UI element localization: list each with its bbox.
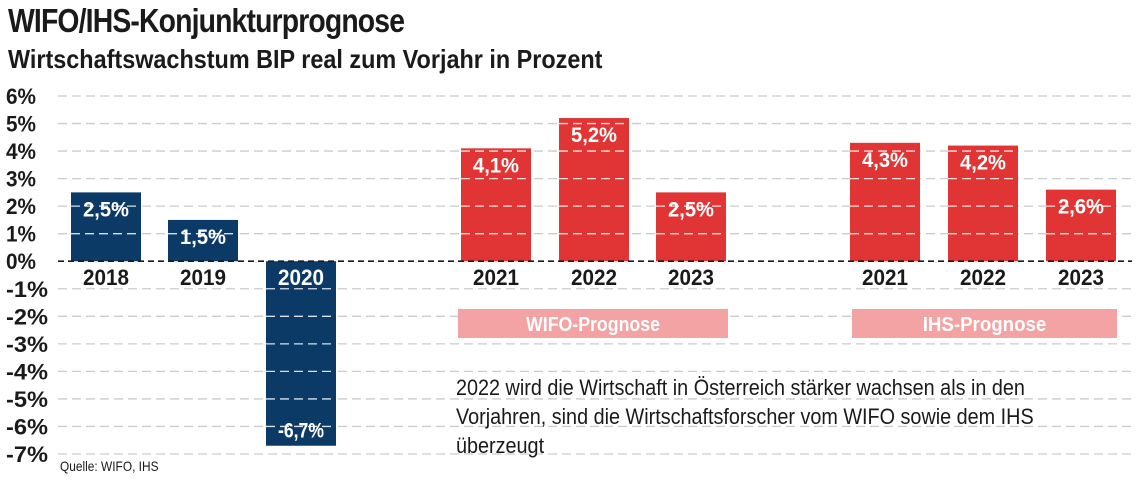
y-tick-label: -6% <box>6 414 48 439</box>
y-tick-label: 1% <box>6 222 36 247</box>
x-tick-label: 2019 <box>180 265 226 290</box>
source-note: Quelle: WIFO, IHS <box>60 458 159 474</box>
x-tick-label: 2020 <box>278 265 324 290</box>
bar <box>461 148 531 262</box>
x-tick-label: 2023 <box>668 265 714 290</box>
data-label: 4,3% <box>862 149 908 172</box>
y-tick-label: 3% <box>6 167 36 192</box>
data-label: -6,7% <box>278 420 324 443</box>
bar <box>850 142 920 262</box>
x-tick-label: 2022 <box>960 265 1006 290</box>
group-label: WIFO-Prognose <box>526 314 660 336</box>
x-tick-label: 2022 <box>571 265 617 290</box>
y-tick-label: 2% <box>6 194 36 219</box>
bar <box>71 192 141 262</box>
bar <box>948 145 1018 262</box>
y-tick-label: -7% <box>6 442 48 467</box>
bar <box>168 219 238 262</box>
x-tick-label: 2021 <box>473 265 519 290</box>
data-label: 4,1% <box>473 154 519 177</box>
y-tick-label: -1% <box>6 277 48 302</box>
data-label: 1,5% <box>180 226 226 249</box>
data-label: 2,6% <box>1058 196 1104 219</box>
bar <box>559 118 629 262</box>
y-tick-label: 4% <box>6 139 36 164</box>
group-label: IHS-Prognose <box>923 314 1047 336</box>
bar <box>266 261 336 446</box>
x-tick-label: 2018 <box>83 265 129 290</box>
x-tick-label: 2021 <box>862 265 908 290</box>
y-tick-label: 5% <box>6 112 36 137</box>
y-tick-label: -5% <box>6 387 48 412</box>
chart-title: WIFO/IHS-Konjunkturprognose <box>8 2 405 39</box>
chart-subtitle: Wirtschaftswachstum BIP real zum Vorjahr… <box>8 44 603 74</box>
chart-annotation: 2022 wird die Wirtschaft in Österreich s… <box>456 375 1034 458</box>
data-label: 2,5% <box>83 198 129 221</box>
bar <box>656 192 726 262</box>
group-label-plate <box>852 309 1117 338</box>
y-tick-label: -4% <box>6 359 48 384</box>
bar <box>1046 189 1116 262</box>
x-tick-label: 2023 <box>1058 265 1104 290</box>
data-label: 5,2% <box>571 124 617 147</box>
group-label-plate <box>458 309 728 338</box>
y-tick-label: 0% <box>6 249 36 274</box>
data-label: 4,2% <box>960 152 1006 175</box>
y-tick-label: -3% <box>6 332 48 357</box>
y-tick-label: 6% <box>6 84 36 109</box>
data-label: 2,5% <box>668 198 714 221</box>
y-tick-label: -2% <box>6 304 48 329</box>
